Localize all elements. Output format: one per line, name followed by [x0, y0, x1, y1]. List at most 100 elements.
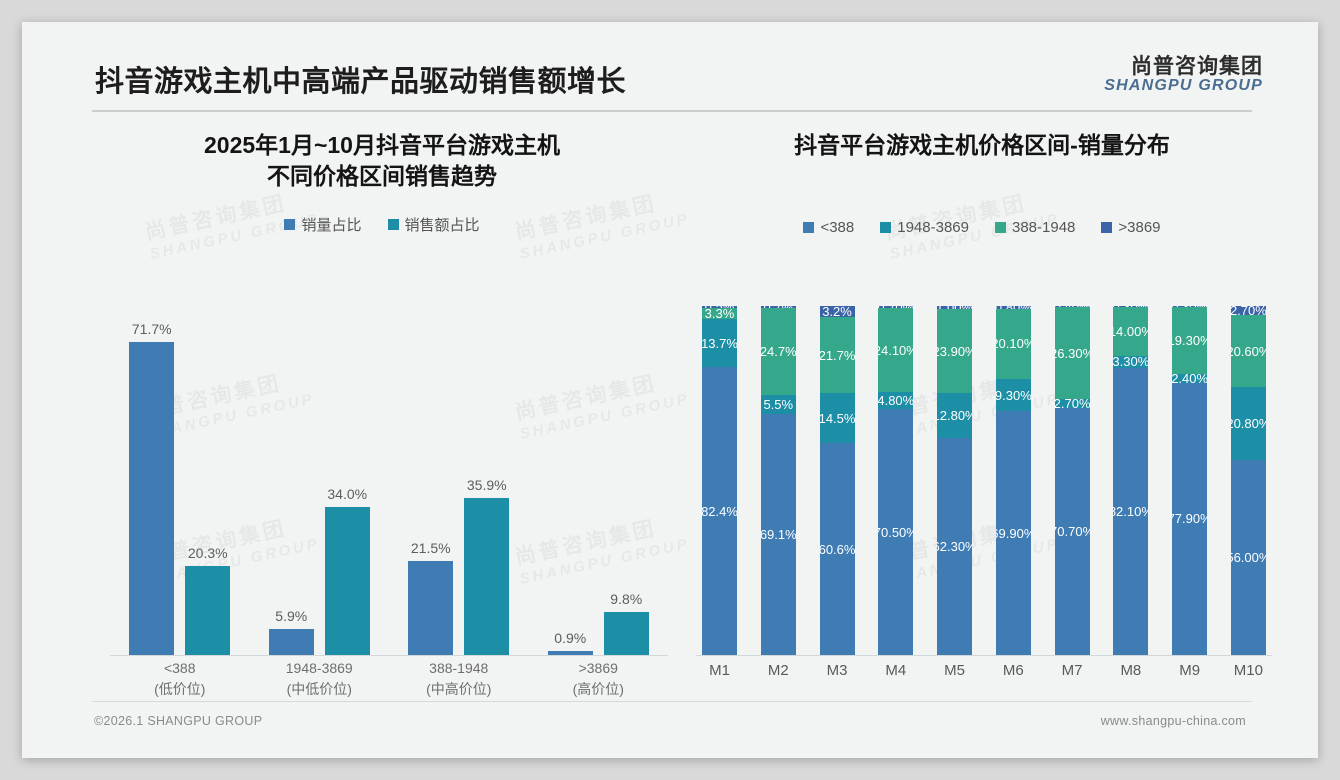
- stack-segment[interactable]: 2.40%: [1172, 374, 1208, 383]
- stack-segment[interactable]: 4.80%: [878, 392, 914, 410]
- category-sublabel: (中高价位): [426, 681, 492, 697]
- bar-column[interactable]: 35.9%: [464, 306, 510, 655]
- stacked-bar[interactable]: 0.80% 20.10% 9.30% 69.90%: [995, 306, 1031, 655]
- stack-segment-label: 23.90%: [937, 343, 972, 359]
- bar-column[interactable]: 9.8%: [603, 306, 649, 655]
- legend-label: 销售额占比: [404, 217, 480, 235]
- stack-segment[interactable]: 2.70%: [1054, 399, 1090, 409]
- left-chart-title: 2025年1月~10月抖音平台游戏主机 不同价格区间销售趋势: [82, 130, 682, 192]
- stack-segment[interactable]: 23.90%: [937, 309, 973, 393]
- stack-segment-label: 82.10%: [1113, 503, 1148, 519]
- stack-segment[interactable]: 0.40%: [1054, 306, 1090, 308]
- right-legend-item[interactable]: 1948-3869: [880, 219, 969, 236]
- stack-segment[interactable]: 0.5%: [702, 306, 737, 308]
- stack-segment[interactable]: 24.10%: [878, 308, 914, 393]
- stack-segment-label: 20.60%: [1231, 343, 1266, 359]
- stack-segment[interactable]: 3.2%: [819, 306, 855, 318]
- right-legend-item[interactable]: 388-1948: [994, 219, 1075, 236]
- stacked-bar[interactable]: 1.00% 23.90% 12.80% 62.30%: [937, 306, 973, 655]
- stack-segment[interactable]: 60.6%: [819, 443, 855, 655]
- stack-segment-label: 1.00%: [937, 306, 972, 309]
- stack-segment[interactable]: 82.10%: [1113, 367, 1149, 655]
- stacked-bar[interactable]: 0.5%3.3% 13.7% 82.4%: [702, 306, 737, 655]
- bar-group: 5.9% 34.0%: [260, 306, 378, 655]
- stack-segment-label: 5.5%: [763, 396, 794, 412]
- stack-segment[interactable]: 13.7%: [702, 319, 737, 368]
- stack-segment[interactable]: 62.30%: [937, 437, 973, 655]
- left-legend-item[interactable]: 销量占比: [284, 214, 362, 235]
- stack-segment[interactable]: 20.80%: [1230, 387, 1266, 460]
- bar-column[interactable]: 71.7%: [129, 306, 175, 655]
- stack-segment[interactable]: 77.90%: [1172, 382, 1208, 655]
- bar-column[interactable]: 21.5%: [408, 306, 454, 655]
- stack-segment[interactable]: 82.4%: [702, 367, 737, 655]
- stack-segment[interactable]: 0.70%: [878, 306, 914, 309]
- legend-label: >3869: [1118, 219, 1161, 237]
- stack-segment[interactable]: 0.7%: [760, 306, 796, 309]
- stack-segment[interactable]: 9.30%: [995, 378, 1031, 412]
- stack-segment[interactable]: 21.7%: [819, 317, 855, 393]
- stack-segment[interactable]: 0.30%: [1172, 306, 1208, 308]
- bar[interactable]: [129, 342, 175, 655]
- bar-column[interactable]: 20.3%: [185, 306, 231, 655]
- legend-swatch-icon: [803, 222, 815, 234]
- stack-segment[interactable]: 14.5%: [819, 392, 855, 444]
- right-chart-legend: <388 1948-3869 388-1948 >3869: [692, 219, 1272, 236]
- stack-segment[interactable]: 3.30%: [1113, 356, 1149, 368]
- stack-segment[interactable]: 26.30%: [1054, 307, 1090, 400]
- left-legend-item[interactable]: 销售额占比: [387, 214, 480, 235]
- stack-segment[interactable]: 14.00%: [1113, 307, 1149, 357]
- stack-segment[interactable]: 20.10%: [995, 308, 1031, 379]
- stacked-bar[interactable]: 0.30% 14.00% 3.30% 82.10%: [1113, 306, 1149, 655]
- stacked-bar[interactable]: 0.70% 24.10% 4.80% 70.50%: [878, 306, 914, 655]
- bar[interactable]: [185, 566, 231, 655]
- brand-logo: 尚普咨询集团 SHANGPU GROUP: [1104, 55, 1263, 95]
- stack-segment[interactable]: 24.7%: [760, 308, 796, 395]
- page-title: 抖音游戏主机中高端产品驱动销售额增长: [95, 66, 627, 98]
- stack-segment[interactable]: 2.70%: [1230, 306, 1266, 316]
- stack-segment-label: 14.00%: [1113, 324, 1148, 340]
- stack-segment[interactable]: 70.50%: [878, 409, 914, 655]
- legend-swatch-icon: [284, 219, 296, 231]
- x-axis-month: M1: [709, 662, 730, 679]
- stack-segment[interactable]: 5.5%: [760, 394, 796, 414]
- stack-segment[interactable]: 12.80%: [937, 392, 973, 438]
- stack-segment[interactable]: 19.30%: [1172, 307, 1208, 375]
- bar[interactable]: [547, 651, 593, 655]
- x-axis-category: 388-1948 (中高价位): [400, 658, 518, 700]
- stack-segment[interactable]: 0.30%: [1113, 306, 1149, 308]
- right-chart-plot: 0.5%3.3% 13.7% 82.4% 0.7% 24.7% 5.5% 69.1% 3.2%…: [692, 306, 1272, 679]
- bar-column[interactable]: 5.9%: [268, 306, 314, 655]
- bar[interactable]: [603, 612, 649, 655]
- bar-value-label: 21.5%: [410, 540, 451, 557]
- stack-segment-label: 4.80%: [878, 393, 914, 409]
- legend-label: 1948-3869: [897, 219, 969, 237]
- stacked-bar[interactable]: 3.2% 21.7% 14.5% 60.6%: [819, 306, 855, 655]
- right-legend-item[interactable]: <388: [803, 219, 854, 236]
- stack-segment[interactable]: 56.00%: [1230, 459, 1266, 655]
- stack-segment[interactable]: 69.1%: [760, 413, 796, 655]
- stack-segment[interactable]: 69.90%: [995, 411, 1031, 655]
- stack-segment[interactable]: 1.00%: [937, 306, 973, 310]
- stack-segment[interactable]: 3.3%: [702, 307, 737, 320]
- stack-segment-label: 56.00%: [1231, 549, 1266, 565]
- bar[interactable]: [464, 498, 510, 655]
- stacked-bar[interactable]: 2.70% 20.60% 20.80% 56.00%: [1230, 306, 1266, 655]
- bar-column[interactable]: 0.9%: [547, 306, 593, 655]
- stacked-bar[interactable]: 0.40% 26.30% 2.70% 70.70%: [1054, 306, 1090, 655]
- stack-segment-label: 0.30%: [1172, 306, 1207, 307]
- logo-chinese-name: 尚普咨询集团: [1131, 55, 1263, 78]
- stacked-bar[interactable]: 0.30% 19.30% 2.40% 77.90%: [1172, 306, 1208, 655]
- left-chart-title-line1: 2025年1月~10月抖音平台游戏主机: [204, 132, 560, 158]
- stack-segment[interactable]: 70.70%: [1054, 408, 1090, 655]
- stack-segment-label: 69.90%: [996, 525, 1031, 541]
- x-axis-category-labels: <388 (低价位) 1948-3869 (中低价位) 388-1948 (中高价位) >3…: [110, 658, 668, 700]
- stack-segment[interactable]: 0.80%: [995, 306, 1031, 309]
- bar[interactable]: [408, 561, 454, 655]
- bar-column[interactable]: 34.0%: [324, 306, 370, 655]
- bar[interactable]: [268, 629, 314, 655]
- right-legend-item[interactable]: >3869: [1101, 219, 1161, 237]
- stacked-bar[interactable]: 0.7% 24.7% 5.5% 69.1%: [760, 306, 796, 655]
- bar[interactable]: [324, 506, 370, 655]
- stack-segment[interactable]: 20.60%: [1230, 315, 1266, 388]
